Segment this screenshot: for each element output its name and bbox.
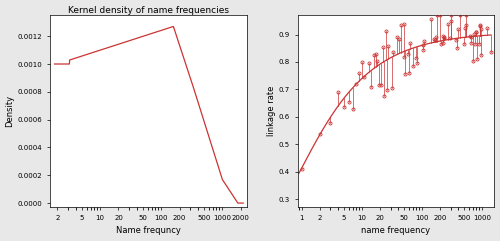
Y-axis label: Density: Density (6, 95, 15, 127)
Title: Kernel density of name frequencies: Kernel density of name frequencies (68, 6, 228, 14)
X-axis label: name frequency: name frequency (362, 227, 430, 235)
Y-axis label: linkage rate: linkage rate (267, 86, 276, 136)
X-axis label: Name frequncy: Name frequncy (116, 227, 180, 235)
